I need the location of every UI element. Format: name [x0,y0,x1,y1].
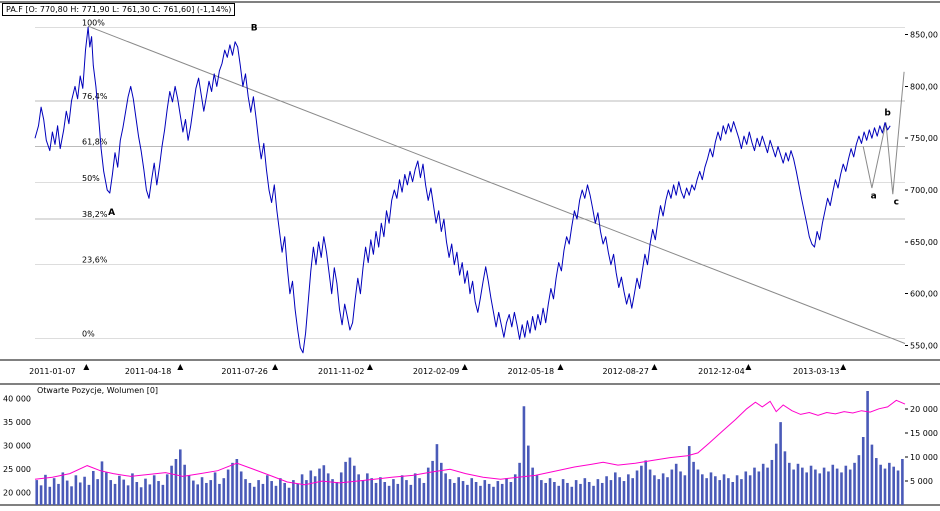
svg-text:2012-12-04: 2012-12-04 [698,367,745,376]
svg-text:40 000: 40 000 [3,394,31,403]
svg-text:50%: 50% [82,174,100,183]
volume-left-axis-labels: 40 000 35 000 30 000 25 000 20 000 [3,394,31,497]
wave-annotations: A Ba b c [108,23,899,218]
svg-text:10 000: 10 000 [910,453,938,462]
svg-text:2013-03-13: 2013-03-13 [793,367,840,376]
svg-text:20 000: 20 000 [910,405,938,414]
svg-text:25 000: 25 000 [3,465,31,474]
svg-text:2012-02-09: 2012-02-09 [413,367,460,376]
symbol-title-box[interactable]: PA.F [O: 770,80 H: 771,90 L: 761,30 C: 7… [2,3,236,16]
svg-text:2011-04-18: 2011-04-18 [125,367,172,376]
svg-text:A: A [108,208,115,218]
svg-text:800,00: 800,00 [910,82,938,91]
date-axis-markers [83,364,847,370]
trendline [87,25,906,344]
svg-text:750,00: 750,00 [910,134,938,143]
svg-text:20 000: 20 000 [3,488,31,497]
svg-text:550,00: 550,00 [910,342,938,351]
svg-text:b: b [884,108,891,118]
svg-text:0%: 0% [82,329,95,338]
svg-text:2011-11-02: 2011-11-02 [318,367,365,376]
svg-text:5 000: 5 000 [910,477,933,486]
volume-right-axis-labels: 20 000 15 000 10 000 5 000 [905,405,938,486]
svg-text:35 000: 35 000 [3,418,31,427]
svg-text:15 000: 15 000 [910,429,938,438]
fib-levels: 100% 76,4% 61,8% 50% 38,2% 23,6% 0% [35,18,905,339]
svg-text:2011-07-26: 2011-07-26 [221,367,268,376]
svg-text:2012-05-18: 2012-05-18 [508,367,555,376]
svg-text:650,00: 650,00 [910,238,938,247]
price-axis-labels: 850,00 800,00 750,00 700,00 650,00 600,00 550,… [905,31,938,351]
date-axis-labels: 2011-01-07 2011-04-18 2011-07-26 2011-11-02… [29,367,839,376]
svg-text:61,8%: 61,8% [82,137,108,146]
svg-text:c: c [894,198,899,208]
svg-text:23,6%: 23,6% [82,256,108,265]
volume-panel-title: Otwarte Pozycje, Wolumen [0] [37,386,159,395]
svg-text:600,00: 600,00 [910,290,938,299]
open-positions-line [34,399,906,486]
svg-text:850,00: 850,00 [910,31,938,40]
price-series-line [34,26,891,354]
svg-text:30 000: 30 000 [3,441,31,450]
svg-text:100%: 100% [82,18,105,27]
svg-text:76,4%: 76,4% [82,92,108,101]
svg-text:2012-08-27: 2012-08-27 [602,367,649,376]
symbol-ohlc-title: PA.F [O: 770,80 H: 771,90 L: 761,30 C: 7… [6,5,232,14]
svg-text:a: a [871,191,877,201]
svg-text:2011-01-07: 2011-01-07 [29,367,76,376]
svg-text:700,00: 700,00 [910,186,938,195]
svg-text:38,2%: 38,2% [82,210,108,219]
svg-text:B: B [251,23,258,33]
projection-line [862,71,905,195]
volume-bars [35,390,904,505]
